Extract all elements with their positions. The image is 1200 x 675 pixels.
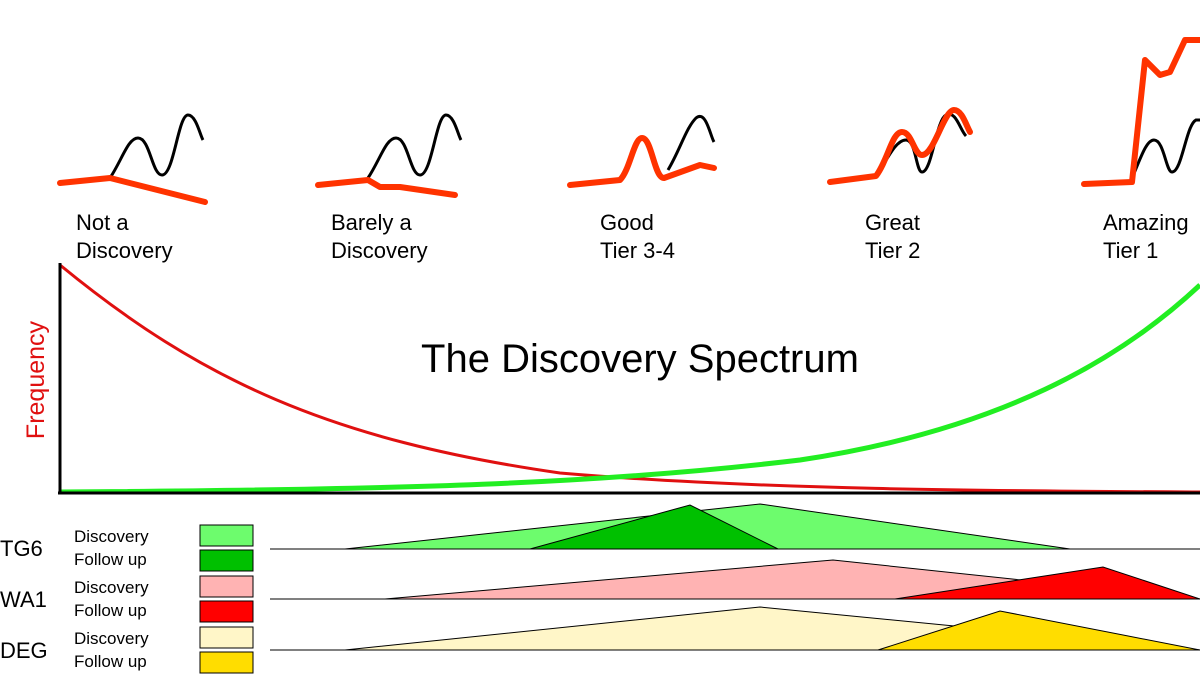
stage-labels: Not a Discovery Barely a Discovery Good Tier … — [76, 210, 1189, 263]
follow-up-shape — [877, 610, 1200, 651]
legend-label: Discovery — [74, 629, 149, 648]
follow-up-shape — [894, 566, 1200, 600]
legend-swatch — [199, 575, 254, 598]
result-curve — [567, 135, 717, 188]
signal-curve — [666, 114, 716, 171]
stage-label: Tier 2 — [865, 238, 920, 263]
result-curve — [315, 177, 458, 198]
result-curve — [57, 175, 208, 205]
axis-label: Frequency — [22, 320, 50, 439]
signal-curve — [366, 113, 463, 179]
legend-swatch — [199, 524, 254, 547]
legend-label: Discovery — [74, 578, 149, 597]
stage-label: Good — [600, 210, 654, 235]
stage-label: Tier 3-4 — [600, 238, 675, 263]
legend-swatch — [199, 549, 254, 572]
stage-label: Tier 1 — [1103, 238, 1158, 263]
signal-curve — [878, 112, 968, 174]
stage-label: Discovery — [331, 238, 428, 263]
legend-swatch — [199, 651, 254, 674]
row-label: DEG — [0, 638, 48, 663]
stage-label: Not a — [76, 210, 129, 235]
signal-curve — [108, 113, 205, 179]
row-legends: TG6 Discovery Follow up WA1 Discovery Follow … — [0, 524, 254, 674]
follow-up-shape — [529, 504, 779, 550]
legend-swatch — [199, 600, 254, 623]
stage-sketches — [57, 37, 1200, 205]
row-label: TG6 — [0, 536, 43, 561]
legend-label: Follow up — [74, 550, 147, 569]
row-label: WA1 — [0, 587, 47, 612]
legend-label: Follow up — [74, 652, 147, 671]
stage-label: Great — [865, 210, 920, 235]
red-curve — [59, 263, 1200, 494]
legend-swatch — [199, 626, 254, 649]
stage-label: Discovery — [76, 238, 173, 263]
signal-curve — [1130, 118, 1200, 179]
stage-label: Amazing — [1103, 210, 1189, 235]
legend-label: Follow up — [74, 601, 147, 620]
result-curve — [827, 107, 973, 185]
stage-label: Barely a — [331, 210, 412, 235]
result-curve — [1081, 37, 1200, 187]
diagram-title: The Discovery Spectrum — [421, 337, 859, 381]
green-curve — [59, 283, 1200, 495]
legend-label: Discovery — [74, 527, 149, 546]
